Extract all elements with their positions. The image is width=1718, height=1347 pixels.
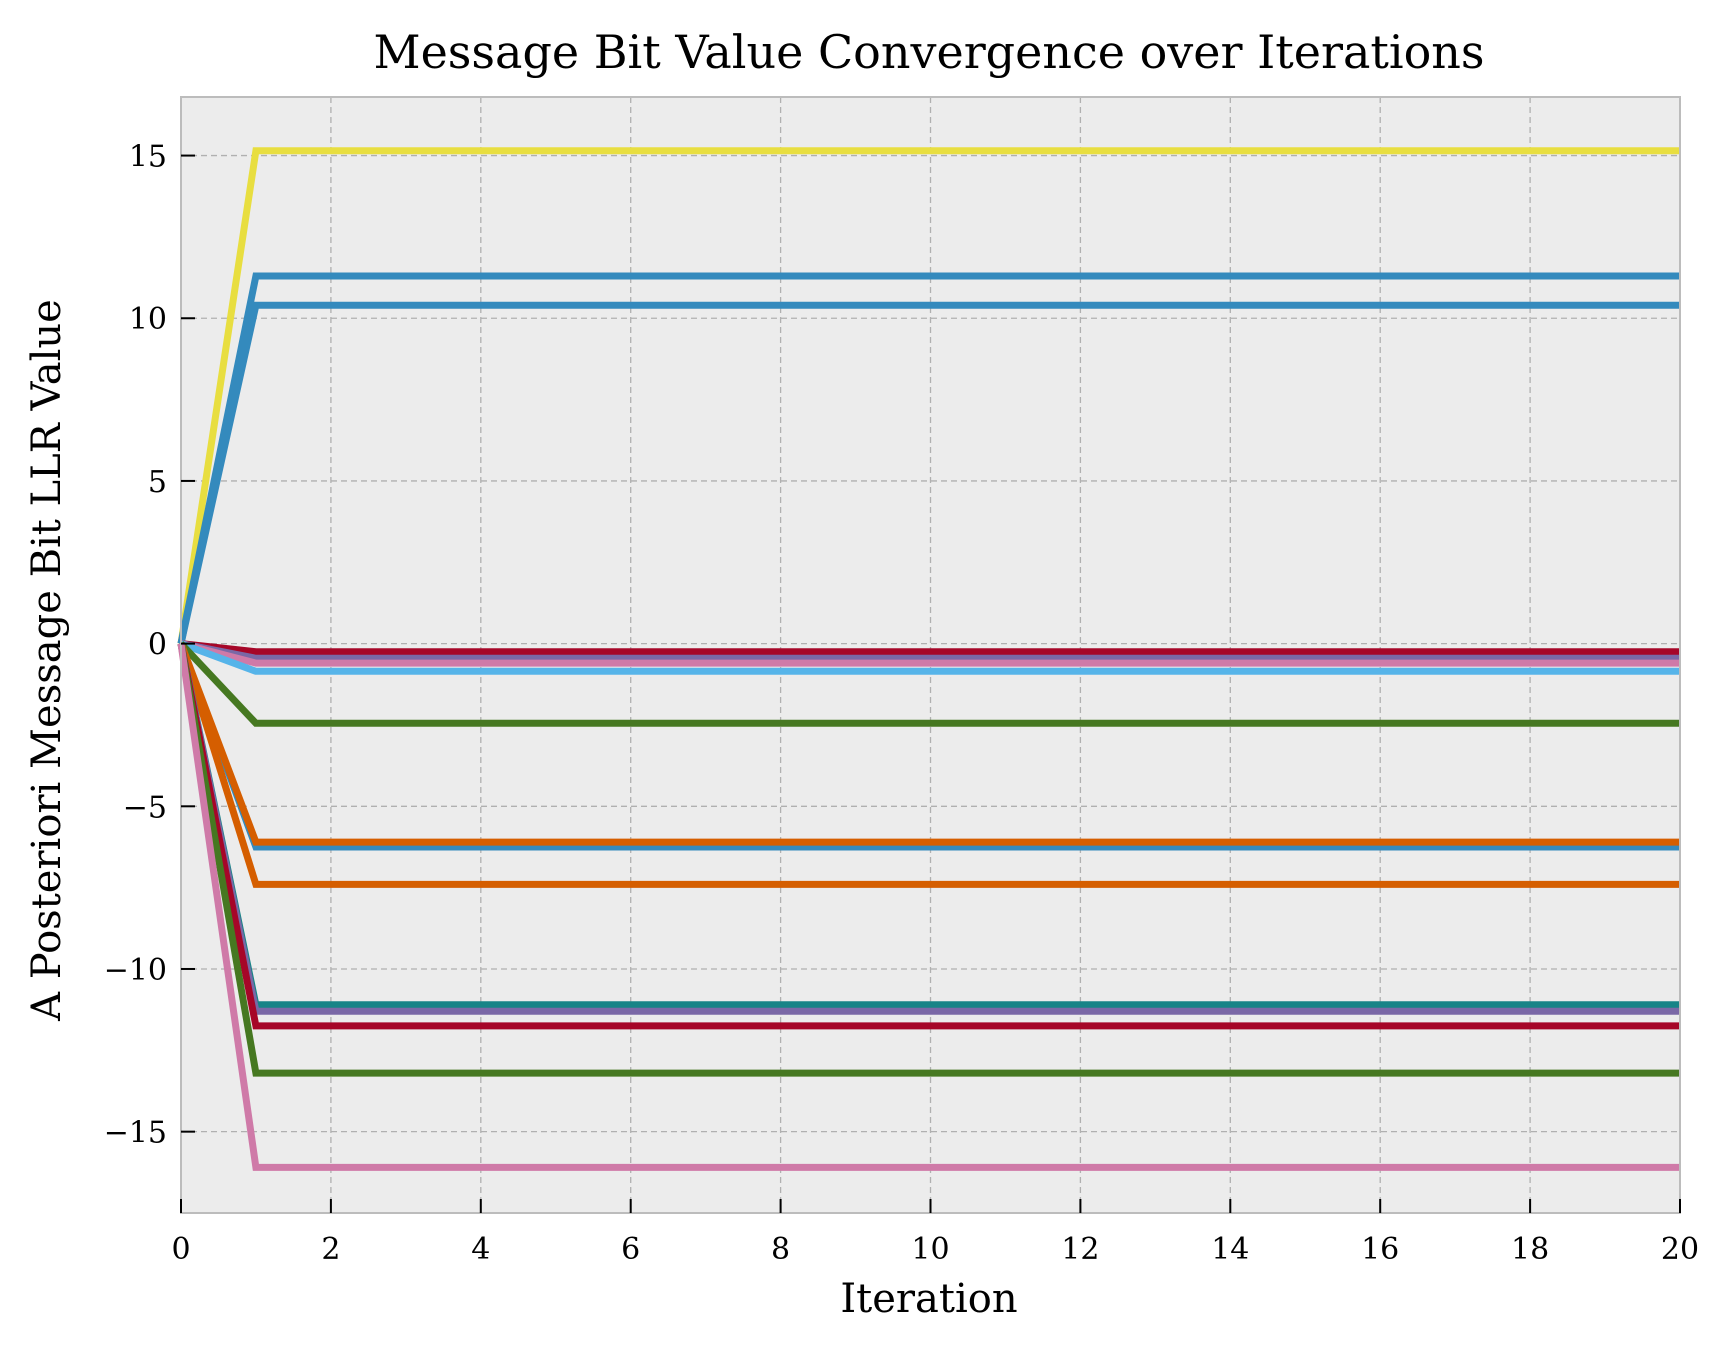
x-tick-label: 2: [321, 1232, 340, 1267]
y-tick-label: −5: [123, 790, 167, 825]
series-line: [177, 643, 1680, 1171]
x-axis-label: Iteration: [840, 1276, 1017, 1322]
x-tick-label: 14: [1211, 1232, 1249, 1267]
x-tick-label: 20: [1661, 1232, 1699, 1267]
series-line: [177, 301, 1680, 645]
y-tick-label: −15: [104, 1116, 167, 1151]
series-line: [177, 642, 1680, 888]
y-tick-label: 5: [148, 465, 167, 500]
y-tick-label: 15: [129, 140, 167, 175]
x-tick-label: 18: [1511, 1232, 1549, 1267]
y-axis-label: A Posteriori Message Bit LLR Value: [24, 299, 70, 1022]
chart-title: Message Bit Value Convergence over Itera…: [373, 25, 1484, 79]
y-tick-label: 10: [129, 302, 167, 337]
x-tick-label: 10: [911, 1232, 949, 1267]
x-tick-label: 8: [771, 1232, 790, 1267]
y-tick-label: 0: [148, 628, 167, 663]
series-line: [178, 641, 1680, 727]
x-tick-label: 6: [621, 1232, 640, 1267]
series-line: [177, 642, 1680, 1077]
x-tick-label: 12: [1061, 1232, 1099, 1267]
x-tick-label: 0: [171, 1232, 190, 1267]
ticks: 0 2 4 6 8 10 12 14 16 18 20 15 10 5 0 −5 −10 −15: [104, 140, 1699, 1267]
x-tick-label: 4: [471, 1232, 490, 1267]
y-tick-label: −10: [104, 953, 167, 988]
series-line: [177, 642, 1680, 846]
x-tick-label: 16: [1361, 1232, 1399, 1267]
series-group: [177, 147, 1680, 1171]
series-line: [179, 640, 1680, 675]
series-line: [177, 147, 1680, 645]
